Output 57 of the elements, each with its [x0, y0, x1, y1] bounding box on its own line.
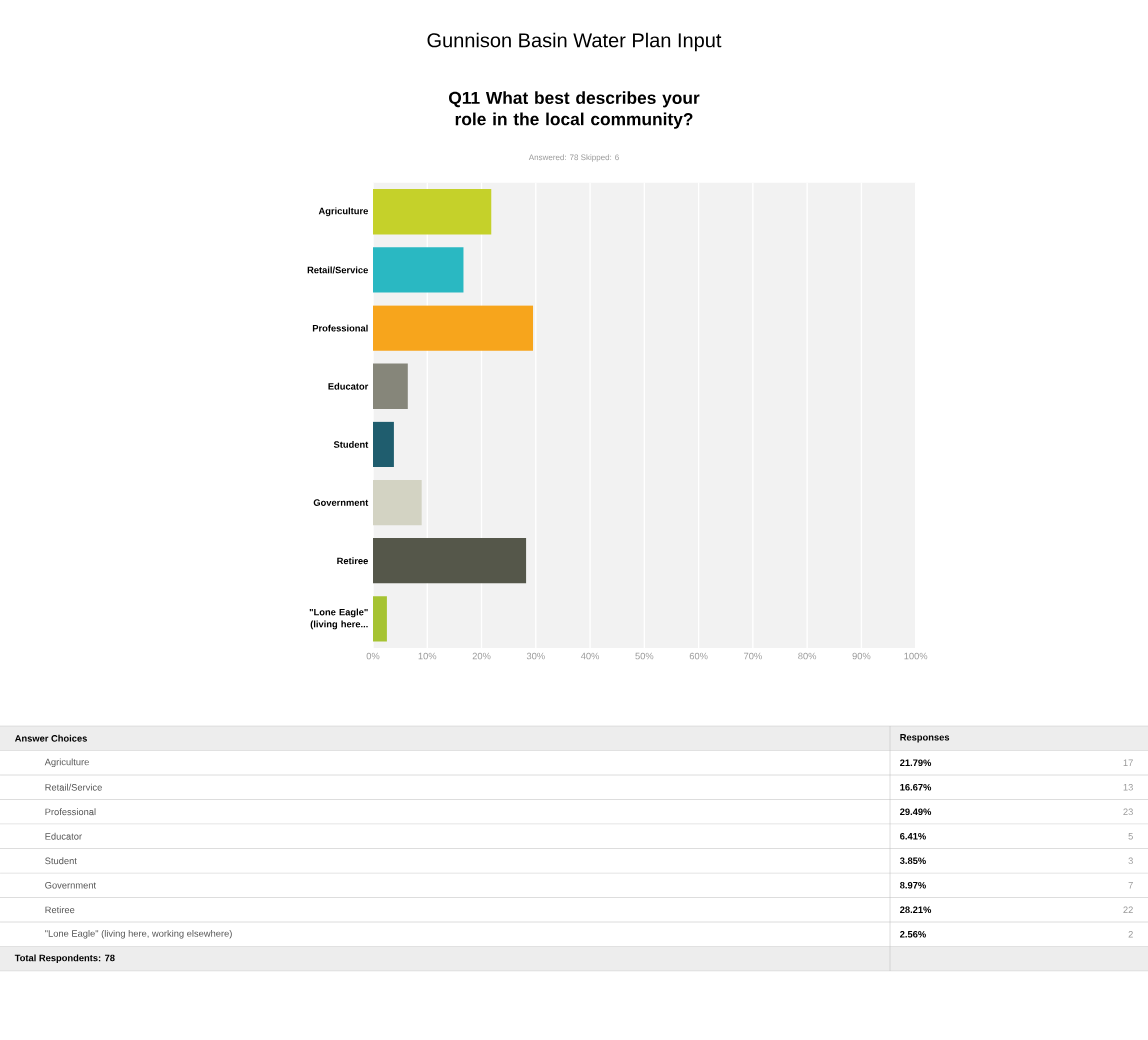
text: 6.41%	[900, 832, 926, 840]
text: Retiree	[45, 906, 75, 914]
text: 17	[1123, 759, 1133, 766]
text: 7	[1128, 882, 1133, 889]
text: 5	[1128, 833, 1133, 840]
text: 23	[1123, 808, 1133, 816]
text: 3	[1128, 857, 1133, 865]
text: Educator	[45, 832, 82, 840]
y-tick-label: Professional	[312, 324, 368, 332]
y-tick-label: Government	[313, 499, 369, 506]
text: Student	[45, 857, 77, 865]
x-tick-label: 50%	[635, 652, 654, 660]
text: 16.67%	[900, 783, 932, 791]
y-tick-label: Agriculture	[318, 207, 368, 217]
bar	[373, 421, 394, 468]
x-tick-label: 90%	[852, 652, 871, 660]
text: Government	[45, 881, 96, 889]
text: "Lone Eagle" (living here, working elsewhere)	[45, 929, 232, 939]
text: Responses	[900, 734, 950, 743]
text: 2.56%	[900, 930, 926, 938]
x-tick-label: 70%	[744, 652, 762, 660]
x-tick-label: 80%	[798, 652, 817, 660]
y-tick-label: Retail/Service	[307, 266, 368, 274]
bar	[373, 247, 464, 293]
x-tick-label: 40%	[580, 652, 600, 660]
text: 29.49%	[900, 808, 932, 816]
text: 8.97%	[900, 881, 926, 889]
text: 21.79%	[900, 759, 932, 767]
x-tick-label: 20%	[472, 652, 491, 660]
x-tick-label: 30%	[526, 652, 545, 660]
bar	[373, 363, 408, 409]
y-tick-label: Educator	[328, 382, 369, 390]
bar	[373, 479, 422, 526]
text: Answer Choices	[14, 734, 87, 742]
x-tick-label: 100%	[904, 652, 928, 660]
bar	[373, 538, 527, 584]
text: Total Respondents: 78	[14, 954, 115, 964]
bar	[373, 596, 387, 642]
bar	[373, 189, 492, 235]
text: Professional	[45, 808, 96, 816]
x-tick-label: 60%	[689, 652, 708, 660]
text: 22	[1123, 906, 1133, 914]
text: Agriculture	[44, 758, 89, 768]
y-tick-label: "Lone Eagle" (living here...	[309, 608, 368, 630]
text: Retail/Service	[45, 783, 102, 791]
text: 28.21%	[900, 906, 932, 914]
y-tick-label: Retiree	[337, 557, 368, 565]
chart-subtitle: Q11 What best describes your role in the local community?	[449, 91, 700, 129]
x-tick-label: 0%	[366, 652, 380, 660]
text: 13	[1123, 783, 1133, 791]
y-tick-label: Student	[333, 441, 369, 448]
text: 3.85%	[899, 857, 926, 865]
text: 2	[1128, 931, 1133, 938]
bar	[373, 305, 534, 351]
chart-title: Gunnison Basin Water Plan Input	[427, 32, 722, 52]
x-tick-label: 10%	[418, 652, 437, 660]
text: Answered: 78 Skipped: 6	[528, 154, 619, 162]
